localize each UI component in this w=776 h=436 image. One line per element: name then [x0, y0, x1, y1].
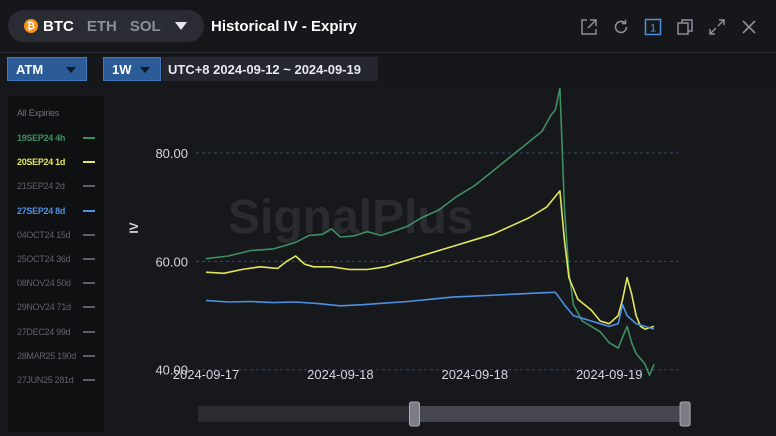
legend-item[interactable]: 27DEC24 99d: [17, 325, 103, 339]
legend-item[interactable]: 29NOV24 71d: [17, 300, 103, 314]
legend-item-label: 28MAR25 190d: [17, 350, 76, 361]
legend-item[interactable]: 04OCT24 15d: [17, 228, 103, 242]
legend-item-label: 29NOV24 71d: [17, 302, 71, 313]
legend-swatch: [83, 185, 95, 188]
legend-item-label: 21SEP24 2d: [17, 181, 65, 192]
legend-item-label: 27SEP24 8d: [17, 205, 66, 216]
y-tick-label: 40.00: [155, 363, 188, 378]
x-tick-label: 2024-09-18: [442, 367, 509, 382]
bitcoin-icon: ₿: [24, 19, 38, 33]
legend-swatch: [83, 282, 95, 285]
badge-label: 1: [650, 23, 656, 35]
copy-icon[interactable]: [674, 16, 696, 38]
watermark: SignalPlus: [228, 191, 474, 244]
period-select-value: 1W: [112, 61, 132, 77]
strike-select-value: ATM: [16, 61, 44, 77]
range-window: [414, 406, 686, 422]
refresh-icon[interactable]: [610, 16, 632, 38]
one-badge-icon[interactable]: 1: [642, 16, 664, 38]
legend-item-label: 27JUN25 281d: [17, 375, 74, 385]
expand-icon[interactable]: [706, 16, 728, 38]
legend-item[interactable]: 27JUN25 281d: [17, 373, 103, 387]
legend-swatch: [83, 233, 95, 236]
range-handle-right[interactable]: [679, 401, 691, 427]
asset-tab-eth[interactable]: ETH: [86, 17, 117, 35]
asset-tab-btc[interactable]: BTC: [43, 17, 74, 35]
window-controls: 1: [578, 16, 760, 38]
strike-select[interactable]: ATM: [7, 57, 87, 81]
range-handle-left[interactable]: [408, 401, 420, 427]
legend-item[interactable]: 19SEP24 4h: [17, 131, 103, 145]
asset-selector[interactable]: ₿ BTC ETH SOL: [8, 10, 204, 42]
toolbar: ATM 1W UTC+8 2024-09-12 ~ 2024-09-19: [0, 53, 776, 87]
page-title: Historical IV - Expiry: [211, 18, 357, 35]
x-tick-label: 2024-09-18: [307, 367, 374, 382]
close-icon[interactable]: [738, 16, 760, 38]
x-tick-label: 2024-09-19: [576, 367, 643, 382]
legend-swatch: [83, 379, 95, 381]
series-line-1: [205, 88, 655, 377]
iv-line-chart[interactable]: 80.00 60.00 40.00 IV 2024-09-17 2024-09-18 202…: [110, 88, 770, 436]
legend-swatch: [83, 258, 95, 260]
asset-tab-sol[interactable]: SOL: [129, 17, 161, 35]
legend-item[interactable]: 25OCT24 36d: [17, 252, 103, 266]
titlebar: ₿ BTC ETH SOL Historical IV - Expiry 1: [0, 0, 776, 53]
legend-swatch: [83, 306, 95, 309]
legend-swatch: [83, 209, 95, 212]
period-select[interactable]: 1W: [103, 57, 161, 81]
y-axis-label: IV: [127, 222, 141, 233]
chevron-down-icon: [140, 67, 150, 73]
legend-item[interactable]: 21SEP24 2d: [17, 179, 103, 193]
legend-item[interactable]: 28MAR25 190d: [17, 349, 103, 363]
date-range-picker[interactable]: UTC+8 2024-09-12 ~ 2024-09-19: [162, 57, 378, 81]
y-tick-label: 80.00: [155, 146, 188, 161]
legend-all-expiries[interactable]: All Expiries: [17, 108, 60, 118]
x-tick-label: 2024-09-17: [173, 367, 240, 382]
legend-item[interactable]: 27SEP24 8d: [17, 204, 103, 218]
legend-item-label: 04OCT24 15d: [17, 229, 71, 240]
legend-swatch: [83, 330, 95, 333]
legend-item-label: 20SEP24 1d: [17, 157, 66, 168]
legend-swatch: [83, 161, 95, 164]
y-tick-label: 60.00: [155, 254, 188, 269]
chevron-down-icon[interactable]: [174, 22, 187, 30]
legend-swatch: [83, 354, 95, 357]
chevron-down-icon: [66, 67, 76, 73]
series-line-3: [205, 291, 655, 330]
external-link-icon[interactable]: [578, 16, 600, 38]
legend-item[interactable]: 20SEP24 1d: [17, 155, 103, 169]
legend-item[interactable]: 08NOV24 50d: [17, 276, 103, 290]
series-line-2: [205, 190, 655, 330]
legend-item-label: 25OCT24 36d: [17, 254, 71, 264]
expiry-legend: All Expiries 19SEP24 4h 20SEP24 1d 21SEP24…: [8, 96, 104, 432]
legend-item-label: 08NOV24 50d: [17, 278, 71, 289]
legend-swatch: [83, 137, 95, 139]
legend-item-label: 27DEC24 99d: [17, 326, 71, 337]
legend-item-label: 19SEP24 4h: [17, 133, 66, 143]
